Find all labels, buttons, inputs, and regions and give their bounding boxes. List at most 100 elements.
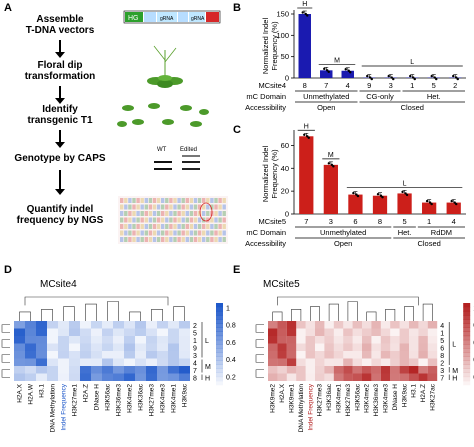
data-point xyxy=(304,12,307,16)
alignment-base xyxy=(202,198,206,203)
data-point xyxy=(366,74,369,78)
data-point xyxy=(428,201,432,204)
heatmap-cell xyxy=(418,321,428,329)
heatmap-cell xyxy=(58,358,69,366)
row-label: 7 xyxy=(440,375,444,382)
heatmap-cell xyxy=(399,336,409,344)
heatmap-cell xyxy=(102,373,113,381)
heatmap-d-title: MCsite4 xyxy=(40,279,77,290)
workflow-step-identify-t1: Identify transgenic T1 xyxy=(27,104,93,126)
heatmap-cell xyxy=(268,366,278,374)
alignment-base xyxy=(165,217,169,223)
alignment-base xyxy=(165,211,169,216)
alignment-base xyxy=(140,204,144,210)
column-label: H3K56ac xyxy=(354,383,361,410)
heatmap-cell xyxy=(352,366,362,374)
dendrogram-branch xyxy=(151,309,163,321)
heatmap-cell xyxy=(58,366,69,374)
bar xyxy=(422,202,437,214)
heatmap-cell xyxy=(146,358,157,366)
heatmap-cell xyxy=(296,351,306,359)
heatmap-cell xyxy=(286,366,297,374)
alignment-base xyxy=(161,230,165,236)
heatmap-cell xyxy=(371,358,381,366)
heatmap-cell xyxy=(315,366,325,374)
dendrogram-branch xyxy=(385,309,396,321)
data-point xyxy=(381,196,384,199)
heatmap-cell xyxy=(135,321,146,329)
colorbar-segment xyxy=(216,380,223,386)
alignment-base xyxy=(152,204,157,210)
alignment-base xyxy=(181,211,185,216)
heatmap-cell xyxy=(418,351,428,359)
annotation-label: RdDM xyxy=(431,228,452,237)
data-point xyxy=(355,193,358,196)
workflow-arrow xyxy=(55,40,65,58)
alignment-base xyxy=(132,198,136,203)
heatmap-cell xyxy=(157,358,168,366)
alignment-base xyxy=(197,230,202,236)
heatmap-cell xyxy=(91,343,102,351)
heatmap-cell xyxy=(380,328,391,336)
heatmap-cell xyxy=(352,373,362,381)
alignment-base xyxy=(193,224,198,229)
colorbar-segment xyxy=(463,323,471,328)
alignment-base xyxy=(177,224,181,229)
heatmap-cell xyxy=(69,328,80,336)
group-label: H xyxy=(304,123,309,130)
heatmap-cell xyxy=(14,328,25,336)
heatmap-cell xyxy=(113,366,124,374)
heatmap-cell xyxy=(102,336,113,344)
annotation-label: Open xyxy=(334,239,352,248)
heatmap-cell xyxy=(324,351,334,359)
heatmap-cell xyxy=(418,366,428,374)
alignment-base xyxy=(140,224,144,229)
alignment-base xyxy=(169,204,173,210)
data-point xyxy=(369,76,372,79)
alignment-base xyxy=(144,204,148,210)
heatmap-cell xyxy=(69,358,80,366)
row-group-label: L xyxy=(205,338,209,345)
alignment-base xyxy=(169,224,173,229)
workflow-step-ngs: Quantify indel frequency by NGS xyxy=(16,204,104,226)
row-group-label: L xyxy=(452,342,456,349)
heatmap-cell xyxy=(324,366,334,374)
heatmap-cell xyxy=(179,358,190,366)
alignment-base xyxy=(193,230,198,236)
alignment-base xyxy=(156,204,161,210)
alignment-base xyxy=(206,230,210,236)
category-label: 5 xyxy=(432,81,436,90)
column-label: H2A.W xyxy=(28,383,35,404)
heatmap-cell xyxy=(399,373,409,381)
row-label: 2 xyxy=(193,323,197,330)
alignment-base xyxy=(181,204,185,210)
heatmap-cell xyxy=(168,336,179,344)
bar xyxy=(446,202,461,214)
heatmap-cell xyxy=(69,366,80,374)
heatmap-cell xyxy=(14,343,25,351)
heatmap-cell xyxy=(113,321,124,329)
heatmap-cell xyxy=(80,321,91,329)
heatmap-cell xyxy=(362,336,372,344)
heatmap-cell xyxy=(113,373,124,381)
alignment-base xyxy=(193,211,198,216)
heatmap-cell xyxy=(36,343,47,351)
data-point xyxy=(456,77,459,81)
data-point xyxy=(425,199,429,203)
heatmap-cell xyxy=(124,336,135,344)
heatmap-cell xyxy=(305,373,315,381)
heatmap-cell xyxy=(305,358,315,366)
heatmap-cell xyxy=(69,336,80,344)
heatmap-cell xyxy=(390,336,400,344)
heatmap-cell xyxy=(390,321,400,329)
alignment-base xyxy=(222,204,226,210)
alignment-base xyxy=(128,211,132,216)
alignment-base xyxy=(128,230,132,236)
heatmap-cell xyxy=(399,321,409,329)
heatmap-cell xyxy=(362,343,372,351)
dendrogram-branch xyxy=(1,369,10,378)
alignment-base xyxy=(136,204,140,210)
alignment-base xyxy=(136,198,140,203)
alignment-base xyxy=(173,211,177,216)
alignment-base xyxy=(218,217,222,223)
